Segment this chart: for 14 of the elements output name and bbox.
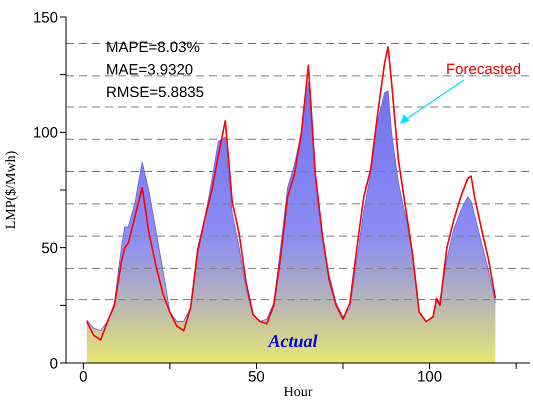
y-tick-label: 150 — [32, 9, 58, 26]
annotation: RMSE=5.8835 — [106, 84, 204, 101]
x-axis-title: Hour — [284, 385, 313, 400]
annotation: MAE=3.9320 — [106, 62, 194, 78]
series-label: Actual — [267, 331, 318, 351]
annotation: MAPE=8.03% — [106, 39, 200, 56]
text: Forecasted — [446, 61, 522, 78]
x-tick-label: 50 — [248, 368, 265, 386]
y-axis-title: LMP($/Mwh) — [4, 150, 19, 230]
y-tick-label: 0 — [50, 355, 58, 372]
x-tick-label: 100 — [417, 368, 442, 386]
y-tick-label: 100 — [32, 124, 58, 142]
y-tick-label: 50 — [41, 240, 58, 257]
x-tick-label: 0 — [79, 368, 88, 386]
